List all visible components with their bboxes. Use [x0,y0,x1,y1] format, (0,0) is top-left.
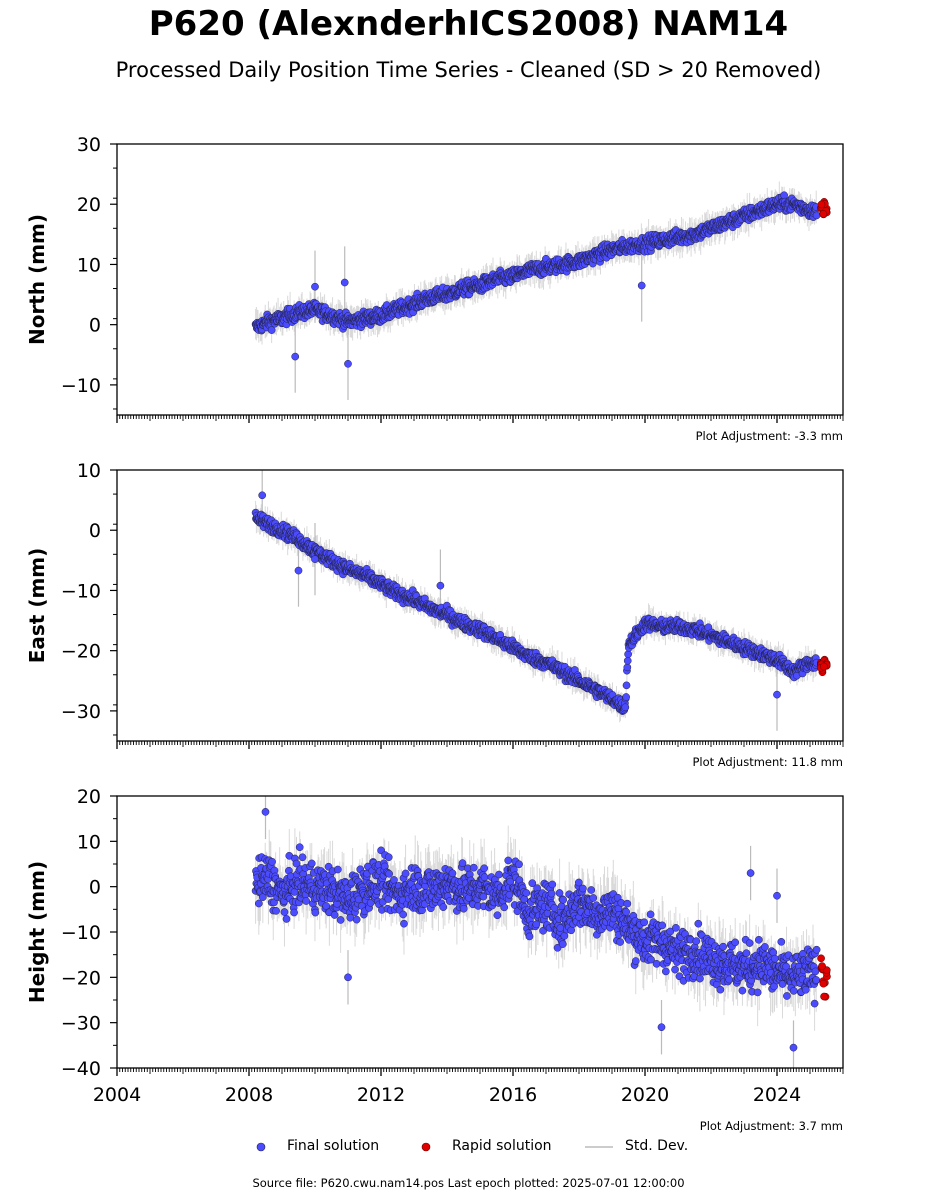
y-axis-label: North (mm) [25,214,49,345]
final-point [621,703,630,712]
chart-title: P620 (AlexnderhICS2008) NAM14 [148,4,789,44]
final-point [812,211,821,220]
std-dev-bars [255,500,817,723]
y-tick-label: 20 [77,194,101,216]
final-point [267,326,276,334]
final-point [622,681,631,690]
final-point [623,663,632,672]
final-point [294,566,303,575]
panel-1: 10 0 −10 −20 −30 East (mm) Plot Adjustment: 11… [25,460,844,769]
final-point [623,656,632,665]
y-tick-label: −10 [61,580,101,602]
final-point [624,650,632,659]
final-point [637,281,646,290]
final-point [340,278,349,287]
axes-frame [116,469,844,742]
y-axis-label: East (mm) [25,548,49,664]
rapid-points [816,655,831,677]
final-point [344,359,352,368]
final-point [258,491,267,500]
rapid-point [820,662,828,671]
rapid-points [817,198,831,219]
y-tick-label: −30 [61,701,101,723]
rapid-point [817,200,826,209]
final-point [780,191,788,200]
y-tick-label: 10 [77,460,101,482]
y-tick-label: 10 [77,254,101,276]
plot-area [251,796,831,1068]
final-point [622,693,630,701]
plot-adjustment-label: Plot Adjustment: -3.3 mm [696,429,843,443]
y-tick-label: −20 [61,641,101,663]
rapid-point [819,210,828,218]
plot-adjustment-label: Plot Adjustment: 11.8 mm [692,755,843,769]
panel-0: 30 20 10 0 −10 North (mm) Plot Adjustment: -3.… [25,134,844,443]
y-tick-label: −10 [61,375,101,397]
y-tick-label: 0 [89,315,101,337]
plot-area [251,181,831,400]
plot-area [251,470,831,731]
final-point [311,282,319,291]
final-point [311,555,319,563]
final-points [251,491,821,715]
chart-subtitle: Processed Daily Position Time Series - C… [115,58,822,82]
y-tick-label: 30 [77,134,101,156]
y-tick-label: 0 [89,520,101,542]
final-points [251,191,821,368]
final-point [436,581,445,590]
final-point [291,352,300,361]
final-point [773,690,781,699]
